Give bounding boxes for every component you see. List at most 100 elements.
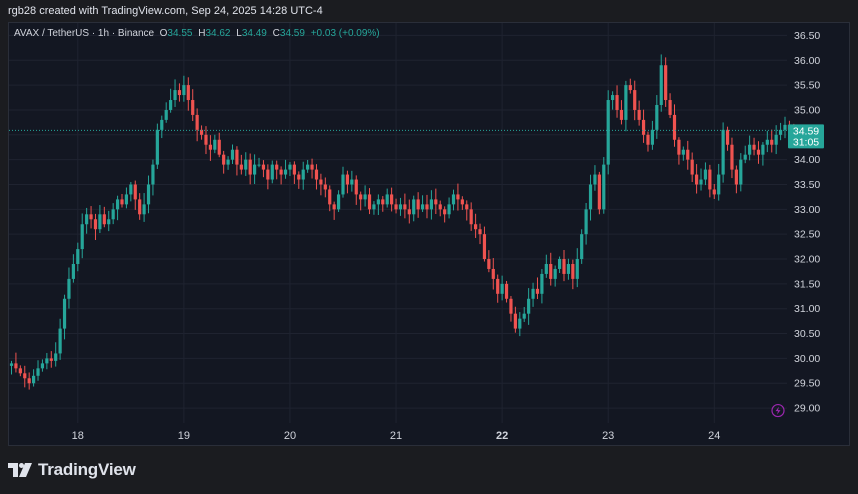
x-axis[interactable]: 18 19 20 21 22 23 24 <box>72 430 721 442</box>
candle <box>58 318 62 360</box>
candle <box>186 77 190 111</box>
candle <box>124 187 129 209</box>
candle <box>151 159 155 196</box>
candle <box>765 130 769 153</box>
candle <box>71 254 75 283</box>
candle <box>155 123 159 169</box>
candle <box>770 129 774 153</box>
y-axis[interactable]: 29.00 29.50 30.00 30.50 31.00 31.50 32.00 32.50… <box>794 30 820 415</box>
alert-marker[interactable] <box>771 403 785 418</box>
candle <box>98 205 102 234</box>
candle <box>686 140 690 170</box>
candle <box>133 180 137 210</box>
candle <box>734 165 738 194</box>
candle <box>606 90 610 175</box>
candle <box>199 125 204 140</box>
candle-countdown: 31:05 <box>793 136 819 148</box>
candle <box>261 160 266 178</box>
candlestick-chart[interactable]: 29.00 29.50 30.00 30.50 31.00 31.50 32.00 32.50… <box>9 23 849 445</box>
candle <box>385 188 389 208</box>
candle <box>191 89 195 122</box>
candle <box>637 100 641 126</box>
tradingview-logo[interactable]: TradingView <box>8 460 136 480</box>
candle <box>14 352 18 373</box>
candle <box>611 91 615 110</box>
chart-frame[interactable]: 29.00 29.50 30.00 30.50 31.00 31.50 32.00 32.50… <box>8 22 850 446</box>
candle <box>323 177 327 198</box>
candle <box>482 226 487 262</box>
y-tick-label: 33.00 <box>794 204 820 216</box>
candle <box>292 161 296 184</box>
candle <box>390 187 394 212</box>
candle <box>45 352 49 370</box>
candle <box>496 274 500 303</box>
candle <box>257 157 261 168</box>
candle <box>93 213 98 240</box>
legend-open-label: O <box>159 28 168 39</box>
candle <box>562 249 566 282</box>
candle <box>491 258 495 290</box>
y-tick-label: 29.00 <box>794 403 820 415</box>
y-tick-label: 35.00 <box>794 104 820 116</box>
candle <box>739 153 743 192</box>
candle <box>761 142 765 166</box>
candle <box>372 201 376 215</box>
candle <box>85 207 89 234</box>
candle <box>730 137 734 179</box>
last-price-value: 34.59 <box>793 125 819 137</box>
candle <box>677 137 681 165</box>
candle <box>310 158 314 179</box>
y-tick-label: 29.50 <box>794 378 820 390</box>
lightning-icon <box>771 403 785 418</box>
candle <box>403 193 407 219</box>
candle <box>169 88 173 113</box>
candle <box>681 146 685 161</box>
legend-high-label: H <box>198 28 206 39</box>
candle <box>226 156 230 170</box>
candle <box>398 197 403 216</box>
candle <box>460 196 464 210</box>
candle <box>18 365 22 377</box>
y-tick-label: 36.00 <box>794 55 820 67</box>
candle <box>474 213 478 238</box>
candle <box>195 108 199 142</box>
candle <box>102 206 106 228</box>
candle <box>217 132 221 158</box>
candle <box>557 256 562 274</box>
y-tick-label: 33.50 <box>794 179 820 191</box>
legend-symbol[interactable]: AVAX / TetherUS · 1h · Binance <box>14 28 155 39</box>
candle <box>354 175 358 205</box>
candle <box>748 135 752 161</box>
candle <box>381 196 385 212</box>
candle <box>553 265 557 287</box>
candle <box>138 193 142 220</box>
candle <box>222 150 226 174</box>
candle <box>146 175 151 214</box>
candle <box>774 125 778 155</box>
candle <box>412 195 416 222</box>
candle <box>588 174 593 221</box>
candle <box>142 193 146 222</box>
candle <box>708 164 712 198</box>
candle <box>288 161 292 177</box>
legend-open-value: 34.55 <box>167 28 193 39</box>
y-tick-label: 30.50 <box>794 328 820 340</box>
candle <box>376 194 380 215</box>
candle <box>230 144 235 165</box>
candle <box>160 115 164 139</box>
candle <box>111 203 115 225</box>
x-tick-label: 23 <box>602 430 614 442</box>
candle <box>394 198 398 214</box>
candle <box>469 202 473 231</box>
x-tick-label: 18 <box>72 430 84 442</box>
candle <box>633 80 637 121</box>
candle <box>690 152 694 183</box>
y-tick-label: 32.00 <box>794 254 820 266</box>
candle <box>244 152 248 176</box>
candle <box>717 163 721 201</box>
candle <box>120 193 124 208</box>
candle <box>266 164 270 190</box>
candle <box>531 282 535 307</box>
candle <box>566 258 571 280</box>
